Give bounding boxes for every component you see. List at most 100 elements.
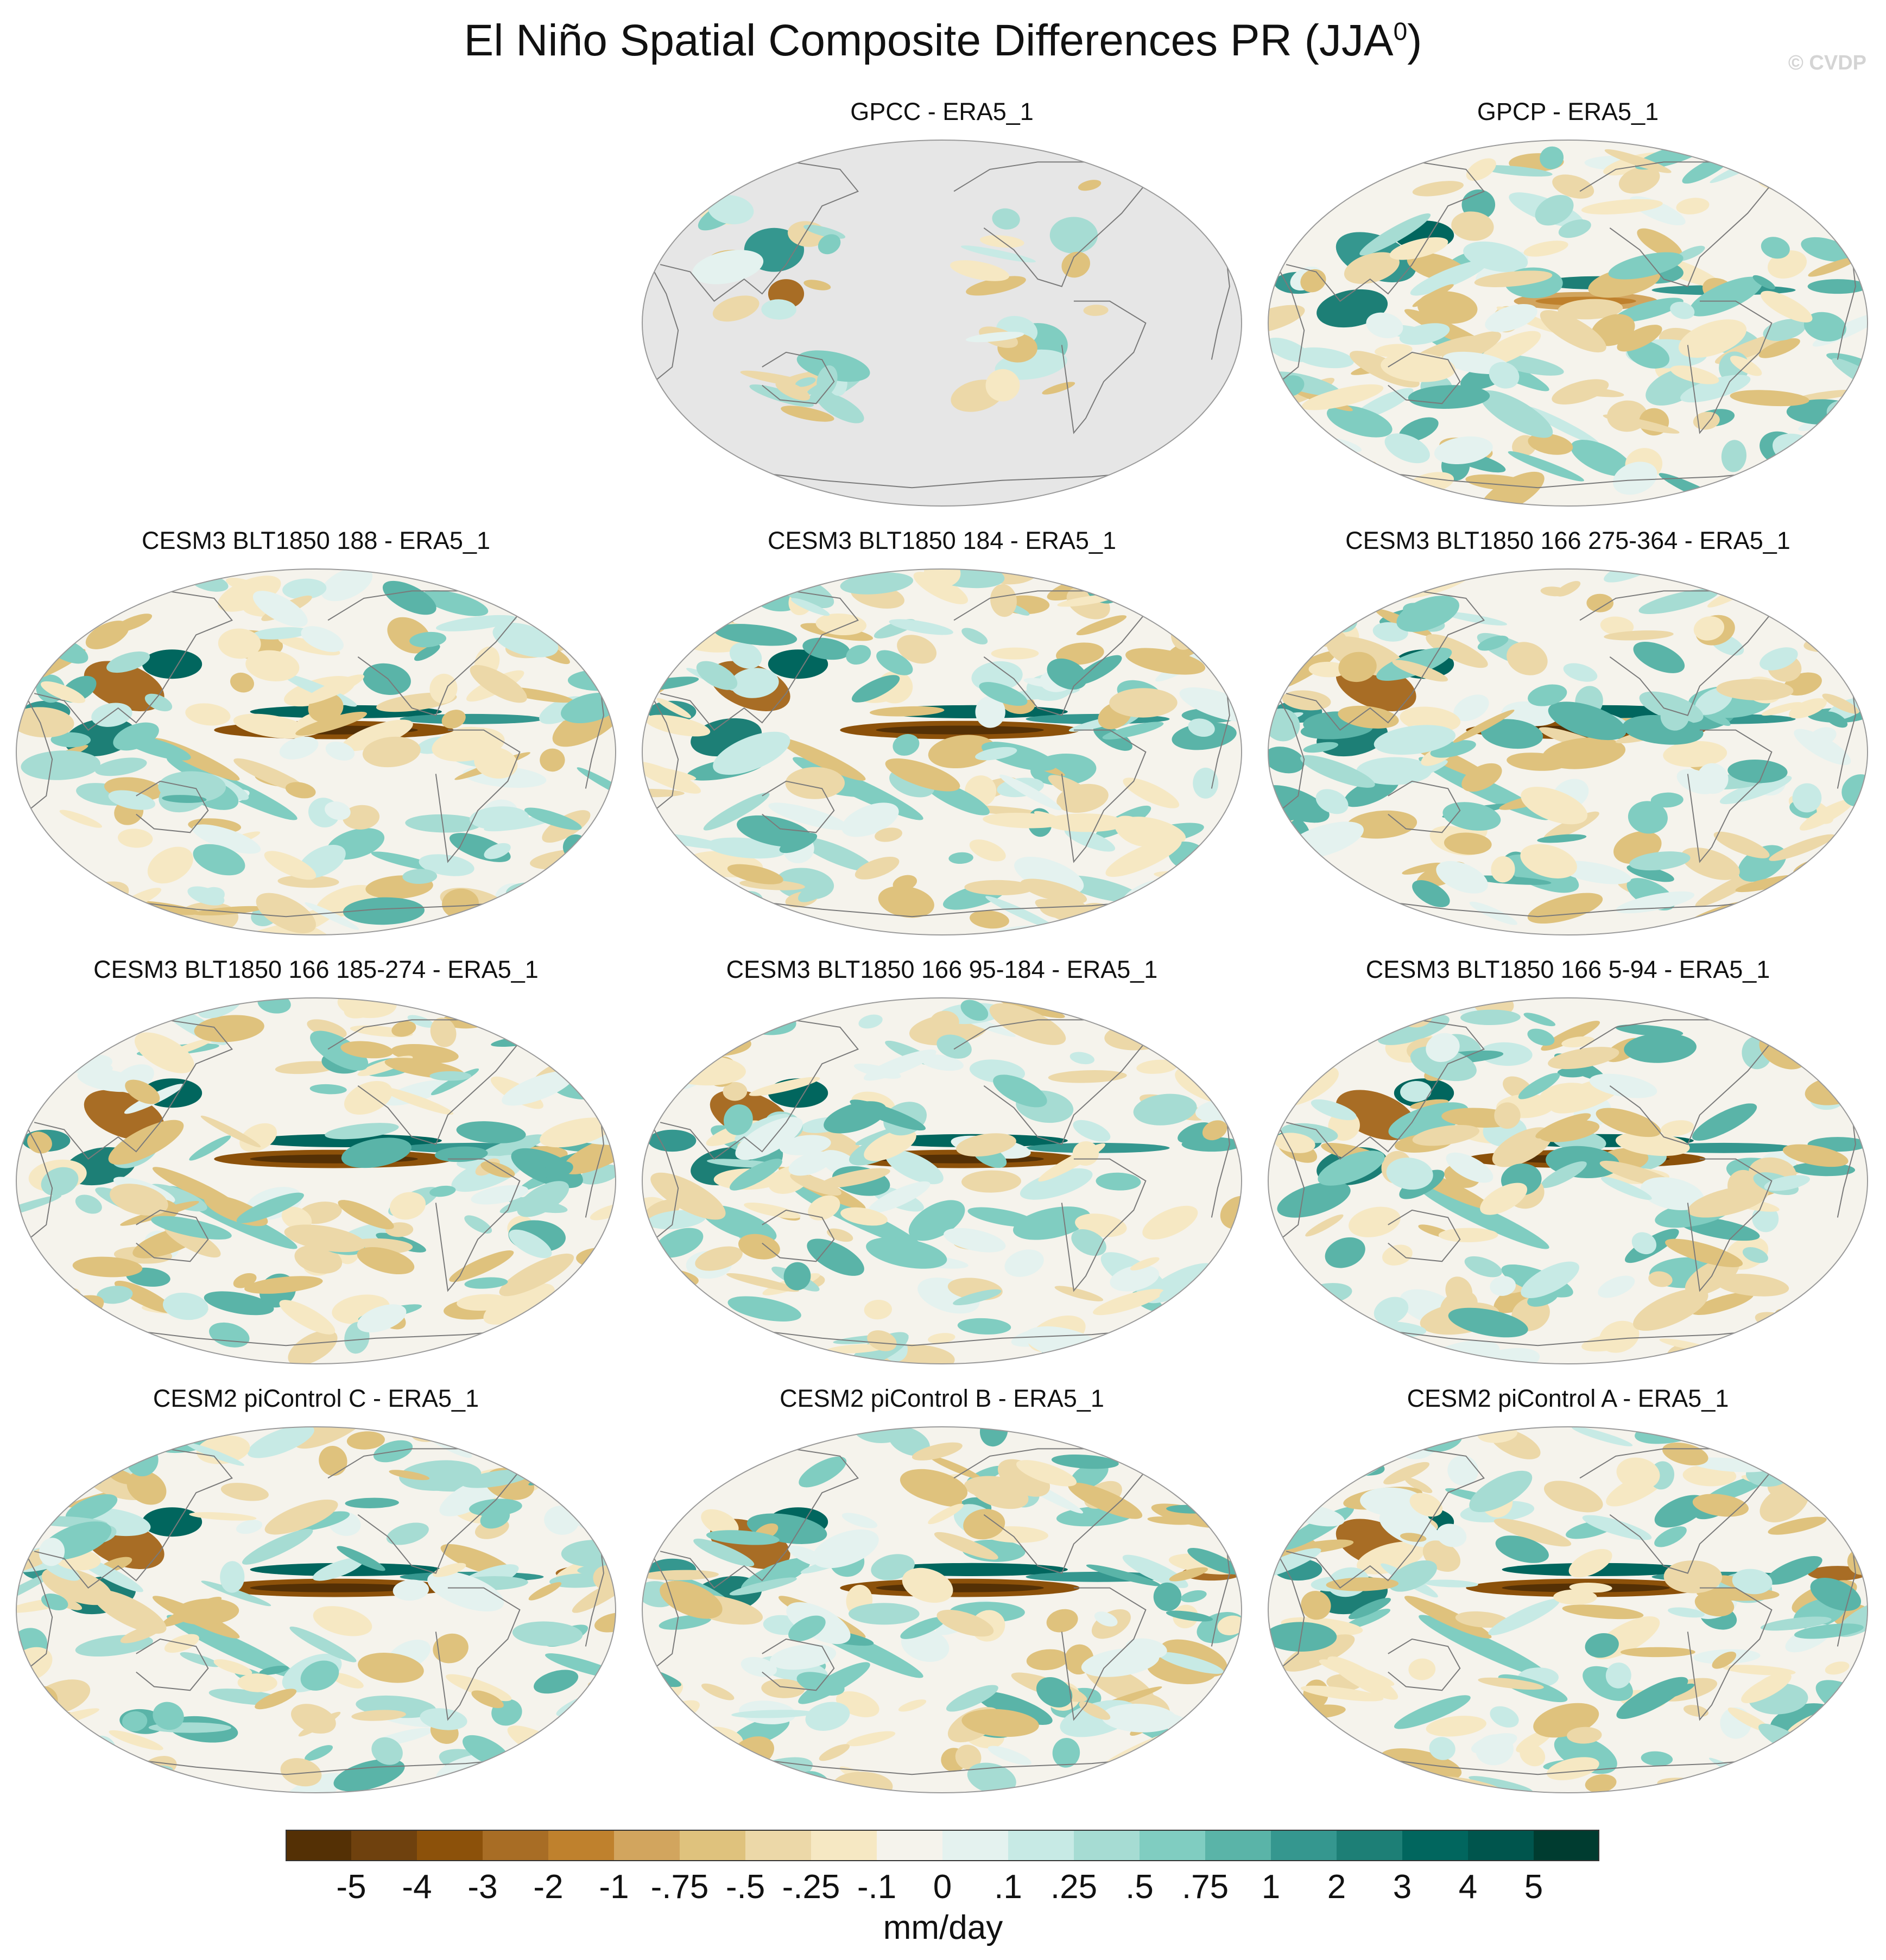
anomaly-patch [501,1767,559,1793]
anomaly-patch [255,1689,297,1710]
colorbar-swatch [548,1830,615,1861]
anomaly-patch [1165,998,1236,1012]
anomaly-patch [429,1185,456,1197]
coastline [642,1536,679,1669]
colorbar [286,1830,1599,1861]
anomaly-patch [1277,1181,1351,1218]
anomaly-patch [389,1192,426,1220]
anomaly-patch [1779,463,1810,479]
anomaly-patch [1608,252,1684,280]
coastline [732,469,1170,489]
anomaly-patch [357,1304,407,1333]
anomaly-patch [1742,1247,1768,1263]
anomaly-patch [1661,1120,1694,1136]
coastline [1388,780,1461,833]
anomaly-patch [875,827,902,842]
anomaly-patch [1585,1633,1619,1658]
anomaly-patch [1300,1685,1384,1702]
anomaly-patch [236,1192,304,1223]
anomaly-patch [1633,641,1685,673]
anomaly-patch [470,665,527,703]
colorbar-swatch [1271,1830,1337,1861]
anomaly-patch [471,1185,529,1205]
anomaly-patch [220,1561,245,1593]
anomaly-patch [1283,1539,1354,1554]
anomaly-patch [912,1442,963,1460]
anomaly-patch [508,571,581,594]
anomaly-patch [897,635,937,664]
anomaly-patch [1036,1677,1073,1708]
anomaly-patch [1326,405,1393,438]
anomaly-patch [790,1173,841,1196]
anomaly-patch [1268,337,1310,362]
anomaly-patch [483,1283,555,1325]
anomaly-patch [429,673,458,704]
anomaly-patch [1051,1455,1119,1469]
anomaly-patch [1683,1705,1709,1717]
anomaly-patch [1079,1702,1111,1720]
anomaly-patch [850,1099,926,1131]
anomaly-patch [1479,165,1553,177]
globe-map [642,997,1242,1364]
coastline [732,1755,1170,1775]
anomaly-patch [749,1077,820,1096]
anomaly-patch [898,1699,927,1712]
anomaly-patch [158,771,226,803]
anomaly-patch [325,1123,399,1140]
anomaly-patch [712,1331,760,1349]
anomaly-patch [1641,1751,1673,1766]
anomaly-patch [1177,586,1210,604]
anomaly-patch [889,619,953,635]
anomaly-patch [21,750,100,780]
colorbar-swatch [286,1830,352,1861]
anomaly-patch [1810,1578,1862,1611]
anomaly-patch [1774,1434,1827,1468]
anomaly-patch [341,719,413,751]
anomaly-patch [1469,1776,1533,1793]
anomaly-patch [1276,157,1344,189]
coastline [1358,897,1796,918]
anomaly-patch [294,1245,343,1274]
anomaly-patch [846,644,871,665]
anomaly-patch [16,1571,55,1607]
map-panel: CESM3 BLT1850 166 185-274 - ERA5_1 [7,956,625,1379]
anomaly-patch [185,703,231,726]
anomaly-patch [701,1509,739,1537]
anomaly-patch [577,1056,616,1088]
colorbar-tick-label: -.1 [857,1868,897,1906]
anomaly-patch [280,1758,322,1787]
anomaly-patch [955,1744,982,1770]
anomaly-patch [692,250,764,284]
anomaly-patch [1208,1348,1242,1364]
anomaly-patch [1422,1579,1478,1588]
anomaly-patch [1799,799,1854,831]
anomaly-patch [590,1203,616,1221]
anomaly-patch [452,569,523,585]
coastline [327,1019,521,1145]
anomaly-patch [193,906,265,916]
anomaly-patch [1182,1055,1222,1073]
anomaly-patch [98,569,170,591]
anomaly-patch [1382,1244,1413,1266]
anomaly-patch [1319,1659,1395,1686]
anomaly-patch [1048,1070,1127,1083]
anomaly-patch [85,621,129,649]
anomaly-patch [1268,785,1330,823]
anomaly-patch [1219,1719,1242,1746]
anomaly-patch [696,661,738,690]
anomaly-patch [820,1168,890,1188]
anomaly-patch [1732,1430,1786,1456]
anomaly-patch [1721,440,1746,472]
anomaly-patch [726,1273,799,1292]
anomaly-patch [1624,1033,1697,1063]
anomaly-patch [944,1228,1006,1253]
colorbar-tick-label: -.75 [650,1868,709,1906]
anomaly-patch [275,1061,338,1074]
anomaly-patch [1046,1609,1078,1633]
anomaly-patch [1541,1021,1600,1051]
anomaly-patch [647,1764,681,1788]
anomaly-patch [153,1702,184,1730]
anomaly-patch [343,897,425,925]
anomaly-patch [1308,661,1348,678]
anomaly-patch [94,757,147,776]
